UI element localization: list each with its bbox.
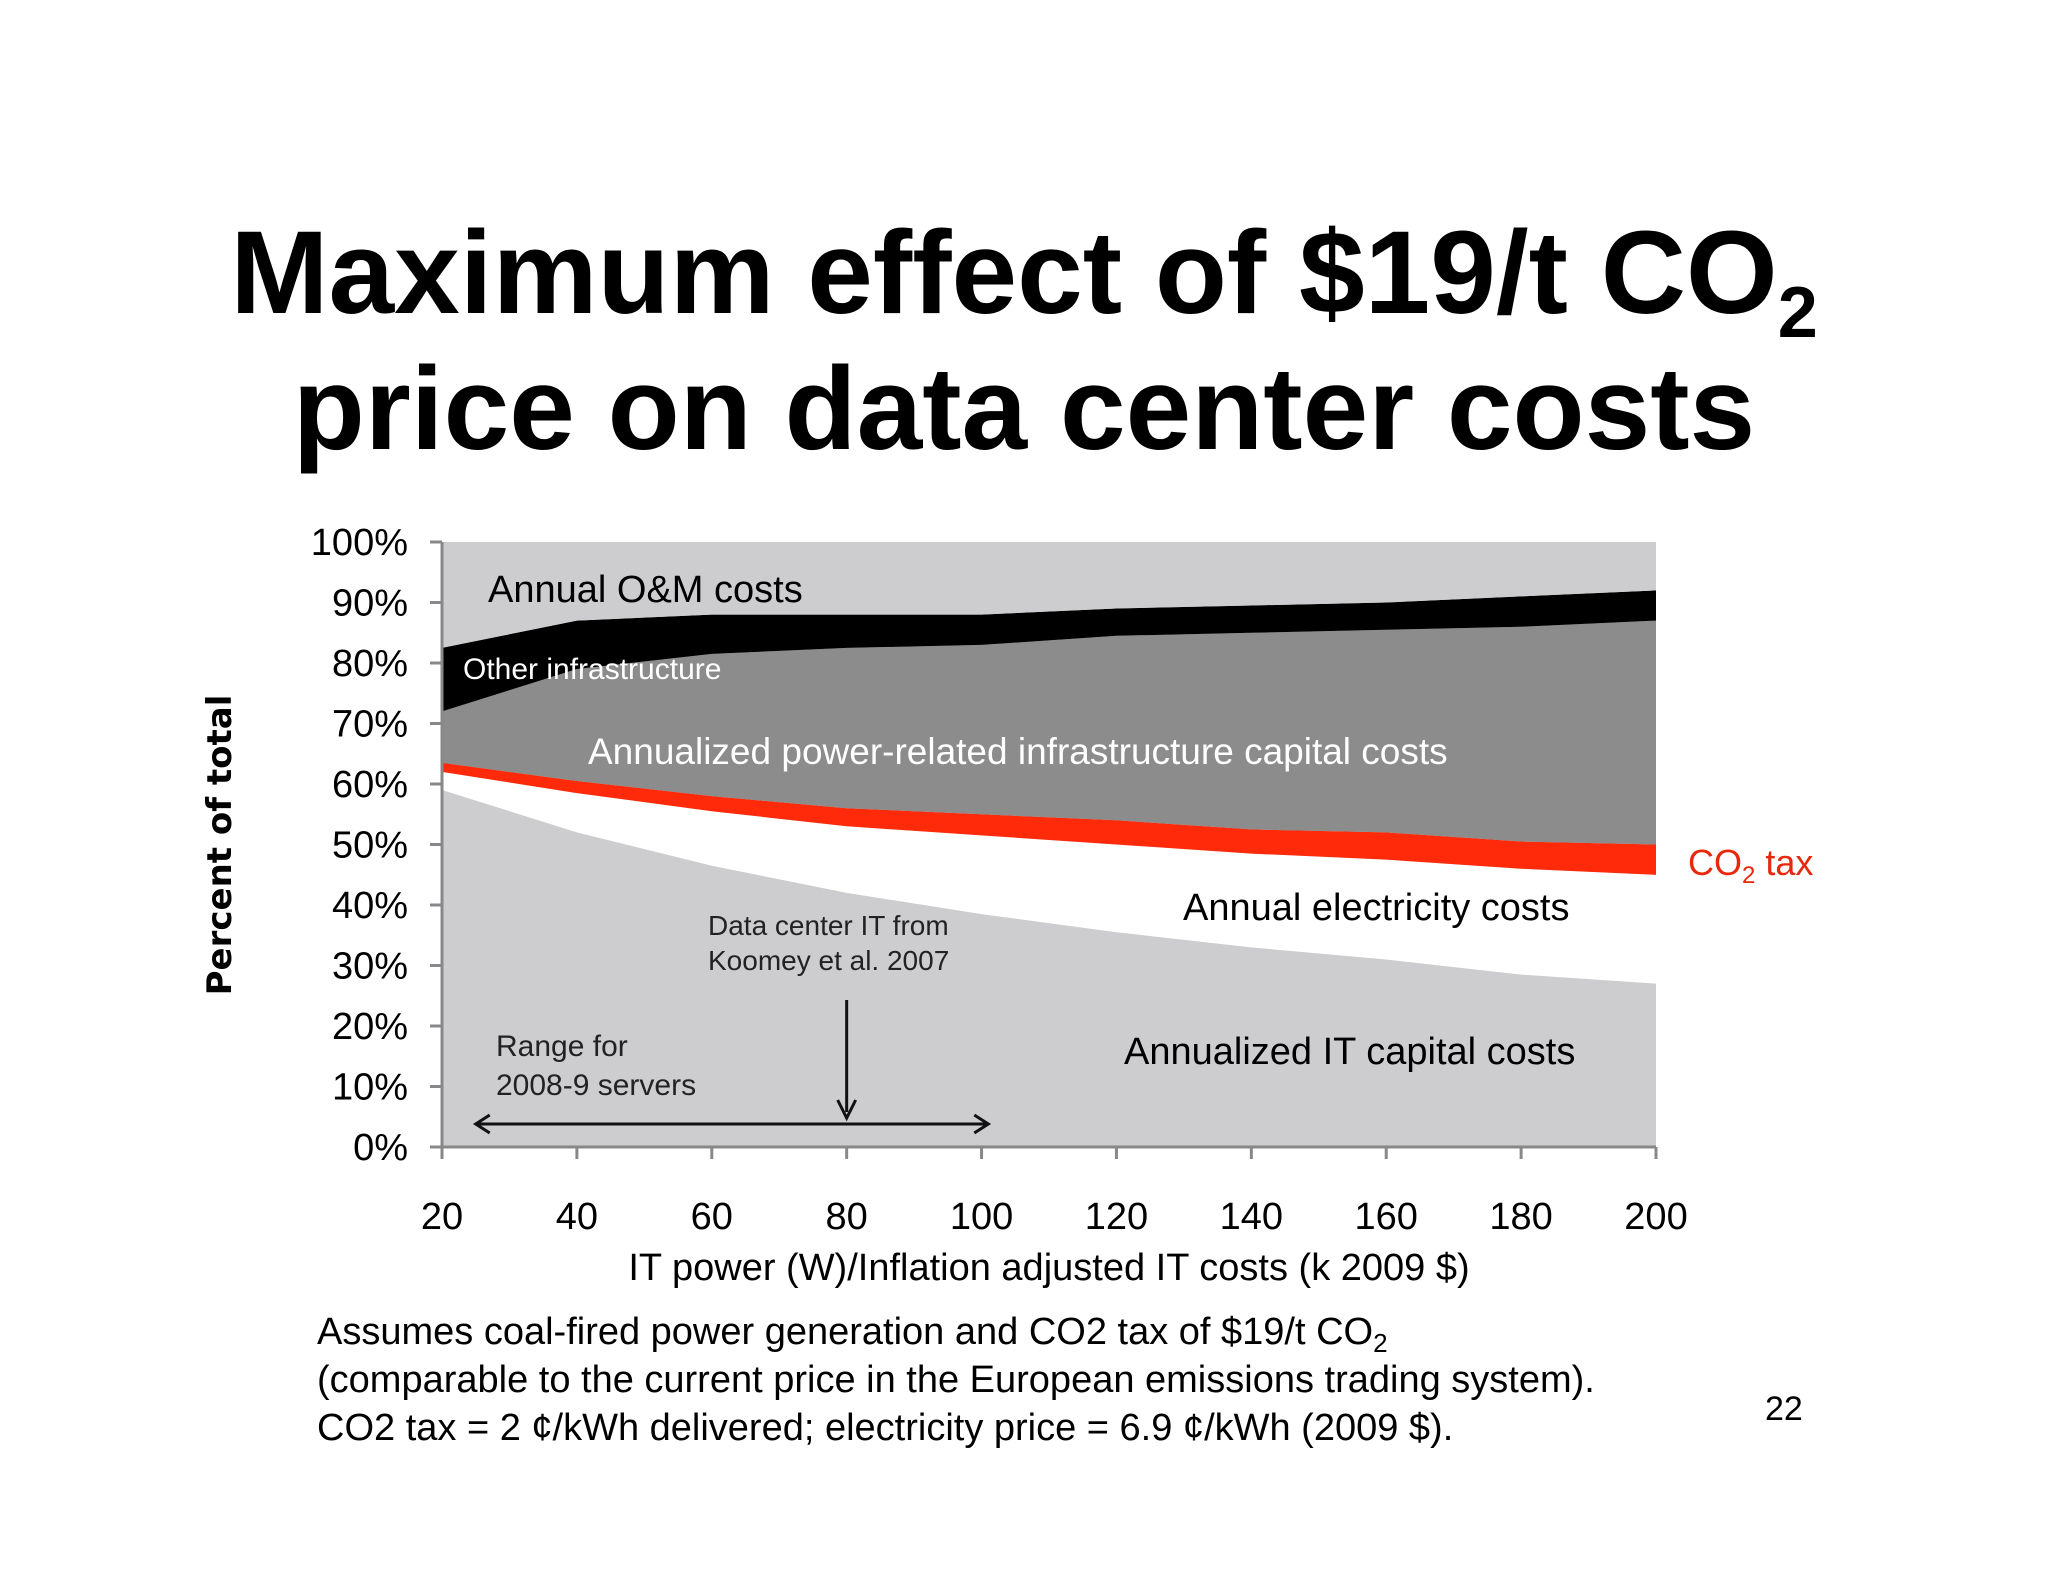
x-ticks: 20 40 60 80 100 120 140 160 180 200 xyxy=(421,1147,1688,1238)
range-arrow-head-right xyxy=(973,1113,992,1135)
series-it-capital xyxy=(442,790,1656,1147)
annotation-arrows xyxy=(472,1000,992,1135)
y-axis-label: Percent of total xyxy=(200,695,240,996)
annotation-range-line-2: 2008-9 servers xyxy=(496,1069,696,1102)
y-tick-label: 30% xyxy=(332,946,408,988)
title-line-1: Maximum effect of $19/t CO2 xyxy=(230,207,1818,353)
x-tick-label: 140 xyxy=(1220,1196,1283,1238)
y-tick-label: 40% xyxy=(332,885,408,927)
koomey-arrow-head xyxy=(836,1099,858,1122)
footnote-line-1: Assumes coal-fired power generation and … xyxy=(317,1311,1388,1358)
x-tick-label: 120 xyxy=(1085,1196,1148,1238)
page-title: Maximum effect of $19/t CO2 price on dat… xyxy=(0,205,2048,477)
x-tick-label: 100 xyxy=(950,1196,1013,1238)
series-power-infrastructure xyxy=(442,620,1656,845)
y-tick-label: 60% xyxy=(332,764,408,806)
co2-tax-label: CO2 tax xyxy=(1688,842,1814,889)
y-tick-label: 90% xyxy=(332,583,408,625)
y-ticks: 0% 10% 20% 30% 40% 50% 60% 70% 80% 90% 100% xyxy=(311,522,442,1169)
label-annual-om: Annual O&M costs xyxy=(488,569,803,611)
footnote-line-2: (comparable to the current price in the … xyxy=(317,1359,1595,1401)
y-tick-label: 100% xyxy=(311,522,408,564)
series-electricity xyxy=(442,771,1656,984)
annotation-koomey-line-2: Koomey et al. 2007 xyxy=(708,945,949,976)
y-tick-label: 20% xyxy=(332,1006,408,1048)
x-tick-label: 40 xyxy=(556,1196,598,1238)
y-tick-label: 10% xyxy=(332,1067,408,1109)
page-number: 22 xyxy=(1765,1390,1803,1428)
x-axis-label: IT power (W)/Inflation adjusted IT costs… xyxy=(628,1247,1469,1289)
x-tick-label: 180 xyxy=(1489,1196,1552,1238)
x-tick-label: 60 xyxy=(691,1196,733,1238)
label-other-infrastructure: Other infrastructure xyxy=(463,653,721,686)
y-tick-label: 70% xyxy=(332,704,408,746)
title-line-2: price on data center costs xyxy=(292,343,1756,475)
label-annual-electricity: Annual electricity costs xyxy=(1183,887,1570,929)
y-tick-label: 50% xyxy=(332,825,408,867)
footnote: Assumes coal-fired power generation and … xyxy=(317,1308,1595,1452)
label-annualized-it-capital: Annualized IT capital costs xyxy=(1124,1031,1575,1073)
area-layers xyxy=(442,542,1656,1147)
x-tick-label: 200 xyxy=(1624,1196,1687,1238)
series-om xyxy=(442,542,1656,648)
series-co2-tax xyxy=(442,762,1656,875)
y-tick-label: 80% xyxy=(332,643,408,685)
y-tick-label: 0% xyxy=(353,1127,408,1169)
x-tick-label: 80 xyxy=(826,1196,868,1238)
x-tick-label: 160 xyxy=(1355,1196,1418,1238)
label-power-infrastructure: Annualized power-related infrastructure … xyxy=(588,731,1448,772)
annotation-range-line-1: Range for xyxy=(496,1030,628,1063)
series-other-infrastructure xyxy=(442,590,1656,712)
range-arrow-head-left xyxy=(472,1113,491,1135)
annotation-koomey-line-1: Data center IT from xyxy=(708,910,949,941)
x-tick-label: 20 xyxy=(421,1196,463,1238)
footnote-line-3: CO2 tax = 2 ¢/kWh delivered; electricity… xyxy=(317,1407,1454,1449)
